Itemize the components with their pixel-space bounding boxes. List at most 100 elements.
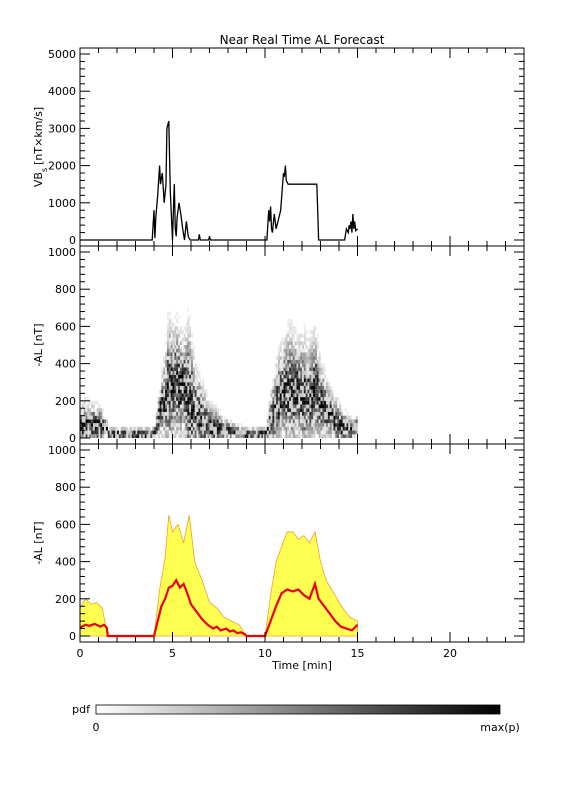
pdf-cell [294,423,297,427]
pdf-cell [157,408,160,412]
pdf-cell [141,434,144,438]
pdf-cell [187,415,190,420]
pdf-cell [94,419,97,424]
pdf-cell [81,408,84,412]
pdf-cell [92,426,95,431]
pdf-cell [205,415,208,420]
pdf-cell [296,415,299,420]
pdf-cell [324,419,327,424]
pdf-cell [337,415,340,420]
pdf-cell [179,378,182,383]
pdf-cell [172,430,175,435]
pdf-cell [113,434,116,438]
pdf-cell [311,348,314,353]
pdf-cell [176,400,179,405]
pdf-cell [294,378,297,383]
pdf-cell [179,382,182,386]
pdf-cell [327,430,330,435]
pdf-cell [287,333,290,338]
pdf-cell [292,337,295,342]
pdf-cell [163,423,166,427]
pdf-cell [322,419,325,424]
pdf-cell [318,426,321,431]
pdf-cell [289,382,292,386]
pdf-cell [342,419,345,424]
pdf-cell [322,408,325,412]
pdf-cell [316,389,319,394]
pdf-cell [198,382,201,386]
pdf-cell [115,434,118,438]
pdf-cell [253,434,256,438]
pdf-cell [283,385,286,390]
pdf-cell [322,378,325,383]
pdf-cell [229,434,232,438]
pdf-cell [290,434,293,438]
forecast-median-line [79,578,359,638]
pdf-cell [174,423,177,427]
pdf-cell [316,408,319,412]
pdf-cell [189,333,192,338]
pdf-cell [313,341,316,345]
pdf-cell [191,385,194,390]
pdf-cell [211,411,214,416]
pdf-cell [92,423,95,427]
pdf-cell [294,408,297,412]
pdf-cell [311,356,314,360]
pdf-cell [276,397,279,401]
pdf-cell [233,434,236,438]
pdf-cell [85,419,88,424]
pdf-cell [94,426,97,431]
pdf-cell [313,397,316,401]
pdf-cell [350,419,353,424]
pdf-cell [176,352,179,357]
pdf-cell [337,408,340,412]
pdf-cell [109,434,112,438]
pdf-cell [333,400,336,405]
pdf-cell [172,393,175,398]
pdf-cell [205,408,208,412]
pdf-cell [181,330,184,334]
pdf-cell [318,397,321,401]
pdf-cell [100,423,103,427]
pdf-cell [285,363,288,368]
pdf-cell [198,415,201,420]
pdf-cell [187,374,190,379]
pdf-cell [203,393,206,398]
pdf-cell [126,430,129,435]
pdf-cell [316,393,319,398]
pdf-cell [257,434,260,438]
pdf-cell [287,382,290,386]
pdf-cell [298,404,301,409]
pdf-cell [174,345,177,349]
pdf-cell [303,411,306,416]
pdf-cell [300,426,303,431]
pdf-cell [296,367,299,372]
pdf-cell [296,359,299,364]
pdf-cell [163,393,166,398]
pdf-cell [289,367,292,372]
pdf-cell [290,337,293,342]
pdf-cell [191,434,194,438]
pdf-cell [290,430,293,435]
pdf-cell [340,434,343,438]
pdf-cell [302,367,305,372]
pdf-cell [300,415,303,420]
pdf-cell [290,404,293,409]
pdf-cell [259,426,262,431]
pdf-cell [163,430,166,435]
pdf-cell [183,404,186,409]
pdf-cell [302,419,305,424]
pdf-cell [161,400,164,405]
pdf-cell [187,430,190,435]
pdf-cell [276,393,279,398]
pdf-cell [83,411,86,416]
pdf-cell [170,408,173,412]
pdf-cell [105,430,108,435]
pdf-cell [305,419,308,424]
pdf-cell [187,434,190,438]
pdf-cell [183,371,186,375]
pdf-cell [146,434,149,438]
pdf-cell [163,356,166,360]
pdf-cell [300,400,303,405]
